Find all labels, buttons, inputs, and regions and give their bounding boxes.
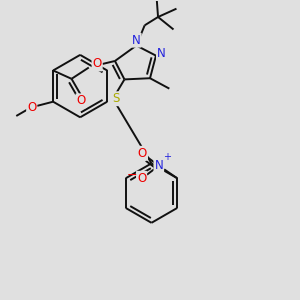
Text: O: O: [137, 172, 146, 185]
Text: N: N: [132, 34, 141, 47]
Text: O: O: [76, 94, 86, 107]
Text: O: O: [138, 147, 147, 160]
Text: +: +: [163, 152, 171, 162]
Text: S: S: [112, 92, 120, 105]
Text: N: N: [154, 159, 163, 172]
Text: N: N: [157, 47, 166, 60]
Text: O: O: [92, 58, 102, 70]
Text: O: O: [27, 100, 36, 114]
Text: −: −: [127, 169, 137, 182]
